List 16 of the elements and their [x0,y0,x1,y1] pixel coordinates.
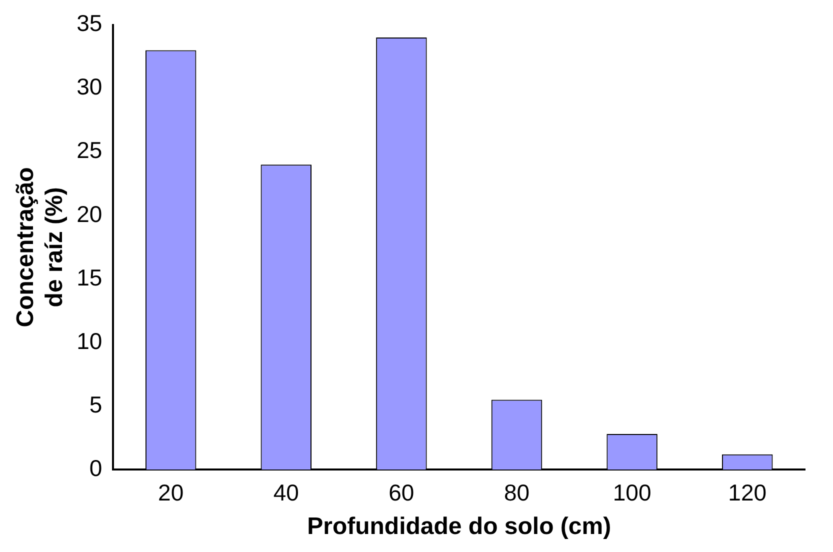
x-tick-label: 100 [612,480,652,506]
x-tick-label: 120 [728,480,767,506]
y-tick-label: 20 [76,200,102,227]
y-tick-label: 30 [76,74,102,100]
y-tick-label: 5 [89,391,102,418]
x-tick-label: 60 [388,480,414,506]
x-tick-label: 40 [273,480,299,506]
y-tick-label: 35 [76,10,102,36]
y-tick-label: 0 [89,454,102,481]
x-tick-label: 20 [158,480,184,506]
y-axis-title: Concentração de raíz (%) [12,167,68,328]
y-tick-label: 25 [76,137,102,164]
y-tick-label: 15 [76,264,102,290]
x-axis-title: Profundidade do solo (cm) [307,513,612,540]
x-tick-label: 80 [504,480,530,506]
y-tick-label: 10 [76,328,102,354]
